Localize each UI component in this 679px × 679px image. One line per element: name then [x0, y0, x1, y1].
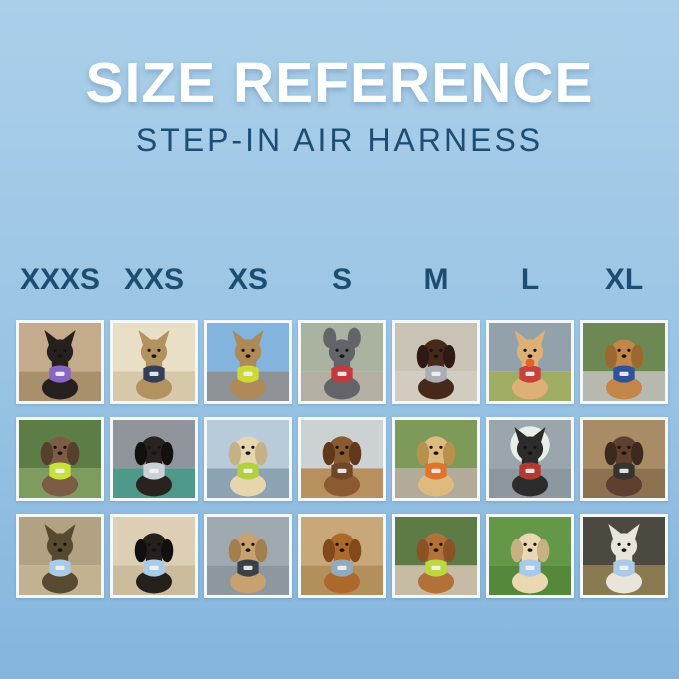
pet-illustration: [19, 323, 101, 401]
pet-illustration: [19, 420, 101, 498]
size-label-xl: XL: [604, 263, 644, 296]
pet-photo-xxxs-row1: [16, 320, 104, 404]
pet-illustration: [207, 420, 289, 498]
pet-photo-m-row3: [392, 514, 480, 598]
pet-illustration: [113, 517, 195, 595]
pet-photo-xxs-row2: [110, 417, 198, 501]
page-subtitle: STEP-IN AIR HARNESS: [135, 122, 544, 158]
pet-photo-s-row2: [298, 417, 386, 501]
pet-illustration: [207, 323, 289, 401]
pet-illustration: [489, 323, 571, 401]
pet-photo-xxs-row1: [110, 320, 198, 404]
pet-illustration: [113, 323, 195, 401]
pet-illustration: [301, 517, 383, 595]
pet-photo-xl-row3: [580, 514, 668, 598]
pet-illustration: [395, 517, 477, 595]
size-label-m: M: [423, 263, 449, 296]
size-label-xxs: XXS: [123, 263, 185, 296]
pet-illustration: [583, 420, 665, 498]
pet-photo-xxs-row3: [110, 514, 198, 598]
pet-photo-l-row2: [486, 417, 574, 501]
pet-illustration: [113, 420, 195, 498]
pet-illustration: [207, 517, 289, 595]
pet-photo-xs-row3: [204, 514, 292, 598]
pet-photo-m-row2: [392, 417, 480, 501]
pet-illustration: [395, 420, 477, 498]
pet-photo-s-row1: [298, 320, 386, 404]
pet-photo-xs-row1: [204, 320, 292, 404]
pet-photo-xxxs-row2: [16, 417, 104, 501]
pet-illustration: [489, 517, 571, 595]
pet-illustration: [489, 420, 571, 498]
pet-photo-xxxs-row3: [16, 514, 104, 598]
size-label-xs: XS: [227, 263, 269, 296]
pet-illustration: [301, 323, 383, 401]
size-header-row: XXXS XXS XS S M L XL: [16, 263, 668, 297]
pet-photo-l-row3: [486, 514, 574, 598]
pet-photo-xs-row2: [204, 417, 292, 501]
photo-grid: [16, 320, 668, 598]
pet-illustration: [583, 517, 665, 595]
pet-photo-l-row1: [486, 320, 574, 404]
page-title: SIZE REFERENCE: [85, 51, 594, 115]
pet-illustration: [583, 323, 665, 401]
size-label-xxxs: XXXS: [19, 263, 101, 296]
pet-photo-xl-row2: [580, 417, 668, 501]
pet-photo-s-row3: [298, 514, 386, 598]
size-label-s: S: [331, 263, 352, 296]
pet-photo-xl-row1: [580, 320, 668, 404]
pet-illustration: [395, 323, 477, 401]
pet-illustration: [301, 420, 383, 498]
pet-illustration: [19, 517, 101, 595]
size-label-l: L: [520, 263, 540, 296]
pet-photo-m-row1: [392, 320, 480, 404]
